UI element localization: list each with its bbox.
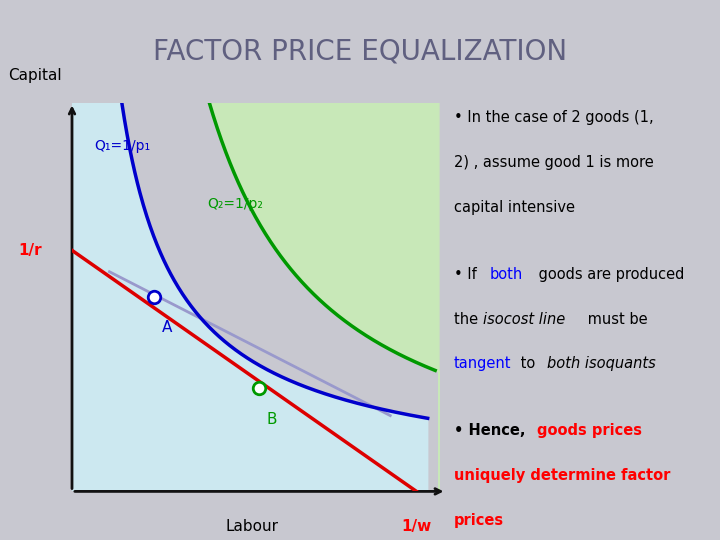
Text: uniquely determine factor: uniquely determine factor	[454, 468, 670, 483]
Text: the: the	[454, 312, 482, 327]
Polygon shape	[72, 103, 428, 491]
Text: goods prices: goods prices	[536, 423, 642, 438]
Text: 1/w: 1/w	[401, 518, 431, 534]
Text: isocost line: isocost line	[483, 312, 566, 327]
Text: • If: • If	[454, 267, 481, 282]
Text: prices: prices	[454, 513, 504, 528]
Text: Labour: Labour	[225, 518, 278, 534]
Text: 1/r: 1/r	[19, 243, 42, 258]
Text: A: A	[162, 320, 172, 335]
Polygon shape	[210, 103, 439, 491]
Text: FACTOR PRICE EQUALIZATION: FACTOR PRICE EQUALIZATION	[153, 37, 567, 65]
Text: both: both	[490, 267, 523, 282]
Text: to: to	[516, 356, 540, 372]
Text: 2) , assume good 1 is more: 2) , assume good 1 is more	[454, 155, 653, 170]
Text: B: B	[266, 411, 277, 427]
Text: Capital: Capital	[8, 68, 61, 83]
Text: Q₂=1/p₂: Q₂=1/p₂	[207, 198, 263, 212]
Text: • Hence,: • Hence,	[454, 423, 530, 438]
Text: Q₁=1/p₁: Q₁=1/p₁	[94, 139, 150, 153]
Text: goods are produced: goods are produced	[534, 267, 684, 282]
Text: • In the case of 2 goods (1,: • In the case of 2 goods (1,	[454, 110, 653, 125]
Text: capital intensive: capital intensive	[454, 200, 575, 215]
Text: must be: must be	[583, 312, 648, 327]
Text: tangent: tangent	[454, 356, 511, 372]
Text: both isoquants: both isoquants	[547, 356, 656, 372]
